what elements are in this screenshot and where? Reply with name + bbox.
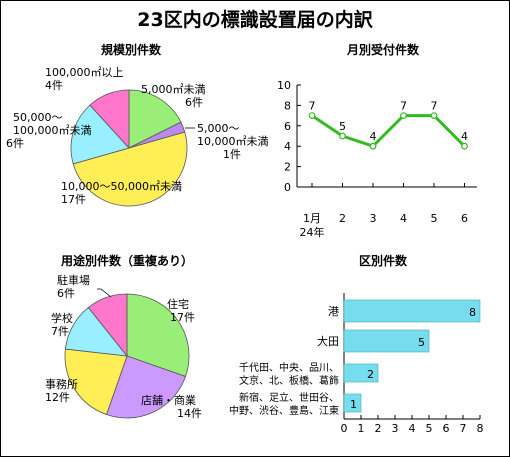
size-pie-label-4-0: 100,000㎡以上 <box>45 66 124 79</box>
ward-bar-chart: 0 1 2 3 4 5 6 7 88港5大田2千代田、中央、品川、文京、北、板橋、葛飾1新宿、足… <box>229 293 484 435</box>
ward-category-label-3-1: 中野、渋谷、豊島、江東 <box>229 404 339 417</box>
use-pie-label-1-1: 14件 <box>177 407 202 420</box>
size-pie-label-1-0: 5,000〜 <box>197 122 240 135</box>
ward-category-label-3-0: 新宿、足立、世田谷、 <box>239 391 339 404</box>
use-pie-label-2-1: 12件 <box>45 391 70 404</box>
size-pie-label-2-1: 17件 <box>61 193 86 206</box>
month-value-label-0: 7 <box>309 100 316 113</box>
use-pie-label-4-0: 駐車場 <box>57 273 90 287</box>
month-x-label-2: 3 <box>370 212 377 225</box>
use-pie-label-1-0: 店舗・商業 <box>141 393 196 407</box>
ward-bar-0 <box>343 299 481 323</box>
month-y-tick-label-2: 4 <box>284 140 291 153</box>
size-pie-label-2-0: 10,000〜50,000㎡未満 <box>61 180 182 193</box>
month-point-2 <box>369 142 377 150</box>
use-pie-slice-2 <box>64 348 128 416</box>
ward-value-label-3: 1 <box>350 398 357 411</box>
ward-category-label-0-0: 港 <box>328 305 339 318</box>
size-pie-label-3-2: 6件 <box>6 137 24 150</box>
ward-bar-2 <box>343 363 379 383</box>
use-pie-label-3-0: 学校 <box>51 311 73 325</box>
use-pie-slice-0 <box>126 293 190 377</box>
month-point-3 <box>400 112 407 119</box>
size-pie-label-1-1: 10,000㎡未満 <box>197 135 269 148</box>
ward-x-tick-label-7: 7 <box>460 422 467 435</box>
month-point-1 <box>339 132 346 140</box>
month-x-label-4: 5 <box>431 212 438 225</box>
month-point-5 <box>461 142 468 150</box>
month-y-tick-label-5: 10 <box>277 79 291 92</box>
use-pie-leader <box>97 288 112 298</box>
ward-bar-3 <box>343 393 362 413</box>
ward-x-tick-label-3: 3 <box>392 422 399 435</box>
month-y-tick-label-4: 8 <box>284 99 291 112</box>
month-x-label-1: 2 <box>339 212 346 225</box>
use-pie-label-2-0: 事務所 <box>45 377 78 391</box>
use-pie-slice-4 <box>87 293 128 358</box>
month-value-label-1: 5 <box>339 120 346 133</box>
use-pie-slice-1 <box>106 355 187 419</box>
month-value-label-4: 7 <box>431 100 438 113</box>
month-x-label-5: 6 <box>461 212 468 225</box>
ward-category-label-2-1: 文京、北、板橋、葛飾 <box>239 374 339 387</box>
month-value-label-5: 4 <box>461 130 468 143</box>
ward-bar-1 <box>343 329 430 353</box>
figure-title: 23区内の標識設置届の内訳 <box>137 9 373 31</box>
month-series-line <box>311 114 466 148</box>
month-x-label-3: 4 <box>400 212 407 225</box>
month-x-sublabel-0: 24年 <box>300 225 325 239</box>
ward-category-label-1-0: 大田 <box>317 334 339 348</box>
use-pie-label-0-1: 17件 <box>170 311 195 324</box>
ward-x-tick-label-5: 5 <box>426 422 433 435</box>
ward-value-label-1: 5 <box>418 336 425 349</box>
size-pie-label-1-2: 1件 <box>223 148 241 161</box>
use-chart-title: 用途別件数（重複あり） <box>60 253 193 268</box>
use-pie-label-3-1: 7件 <box>51 325 69 338</box>
month-x-label-0: 1月 <box>303 212 321 225</box>
size-pie-slice-0 <box>128 89 182 149</box>
ward-x-tick-label-0: 0 <box>341 422 348 435</box>
ward-x-tick-label-8: 8 <box>477 422 484 435</box>
month-y-tick-label-3: 6 <box>284 120 291 133</box>
month-value-label-3: 7 <box>400 100 407 113</box>
ward-x-tick-label-1: 1 <box>358 422 365 435</box>
size-pie-slice-3 <box>70 104 130 165</box>
size-chart-title: 規模別件数 <box>101 42 162 57</box>
size-pie-label-3-0: 50,000〜 <box>13 111 63 124</box>
month-value-label-2: 4 <box>370 130 377 143</box>
ward-value-label-0: 8 <box>469 306 476 319</box>
size-pie-label-0-1: 6件 <box>185 96 203 109</box>
size-pie-label-0-0: 5,000㎡未満 <box>141 83 206 96</box>
use-pie-label-0-0: 住宅 <box>167 297 189 311</box>
size-pie-slice-2 <box>72 131 188 207</box>
month-chart-title: 月別受付件数 <box>346 42 420 57</box>
size-pie-label-3-1: 100,000㎡未満 <box>13 124 92 137</box>
month-y-tick-label-1: 2 <box>284 161 291 174</box>
ward-value-label-2: 2 <box>367 368 374 381</box>
month-point-4 <box>430 112 438 119</box>
ward-chart-title: 区別件数 <box>359 253 408 268</box>
use-pie-label-4-1: 6件 <box>57 287 75 300</box>
size-pie-slice-4 <box>89 89 130 150</box>
ward-x-tick-label-2: 2 <box>375 422 382 435</box>
month-point-0 <box>308 112 316 119</box>
size-pie-label-4-1: 4件 <box>45 79 63 92</box>
ward-x-tick-label-4: 4 <box>409 422 416 435</box>
month-y-tick-label-0: 0 <box>284 181 291 194</box>
ward-x-tick-label-6: 6 <box>443 422 450 435</box>
ward-category-label-2-0: 千代田、中央、品川、 <box>239 361 339 374</box>
size-pie-chart: 5,000㎡未満6件5,000〜10,000㎡未満1件10,000〜50,000… <box>6 66 269 207</box>
